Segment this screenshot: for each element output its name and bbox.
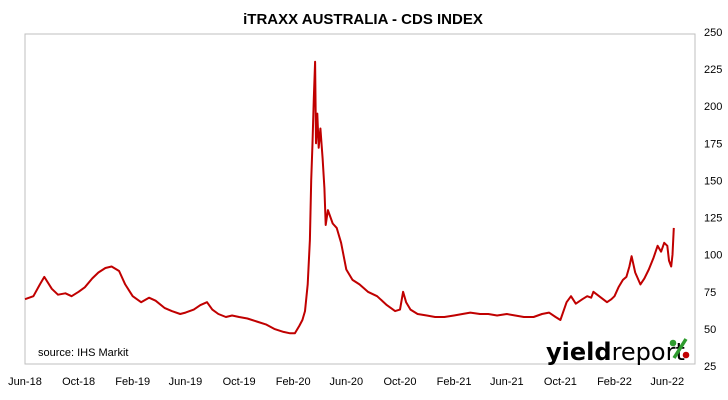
- y-tick-label: 75: [704, 287, 716, 299]
- x-tick-label: Feb-21: [437, 376, 472, 388]
- x-tick-label: Oct-20: [383, 376, 416, 388]
- x-tick-label: Oct-18: [62, 376, 95, 388]
- y-tick-label: 100: [704, 250, 722, 262]
- x-tick-label: Jun-18: [8, 376, 42, 388]
- x-tick-label: Jun-21: [490, 376, 524, 388]
- y-tick-label: 225: [704, 64, 722, 76]
- y-tick-label: 25: [704, 361, 716, 373]
- y-tick-label: 175: [704, 138, 722, 150]
- x-tick-label: Feb-19: [115, 376, 150, 388]
- y-tick-label: 200: [704, 101, 722, 113]
- percent-icon: [669, 338, 690, 359]
- y-tick-label: 150: [704, 175, 722, 187]
- x-tick-label: Oct-19: [223, 376, 256, 388]
- logo-part-1: yield: [546, 338, 612, 366]
- y-tick-label: 50: [704, 324, 716, 336]
- y-tick-label: 250: [704, 27, 722, 39]
- x-tick-label: Jun-20: [330, 376, 364, 388]
- series-line: [24, 60, 675, 335]
- source-annotation: source: IHS Markit: [38, 347, 128, 359]
- x-tick-label: Jun-19: [169, 376, 203, 388]
- yieldreport-logo: yieldreport: [546, 338, 690, 366]
- plot-area: [24, 33, 696, 365]
- y-tick-label: 125: [704, 213, 722, 225]
- logo-text: yieldreport: [546, 338, 685, 366]
- x-tick-label: Feb-22: [597, 376, 632, 388]
- x-tick-label: Oct-21: [544, 376, 577, 388]
- y-axis: 25 50 75 100 125 150 175 200 225 250: [704, 27, 722, 373]
- x-axis: Jun-18 Oct-18 Feb-19 Jun-19 Oct-19 Feb-20 Jun-…: [8, 376, 684, 388]
- x-tick-label: Feb-20: [276, 376, 311, 388]
- chart-title: iTRAXX AUSTRALIA - CDS INDEX: [243, 11, 483, 28]
- x-tick-label: Jun-22: [650, 376, 684, 388]
